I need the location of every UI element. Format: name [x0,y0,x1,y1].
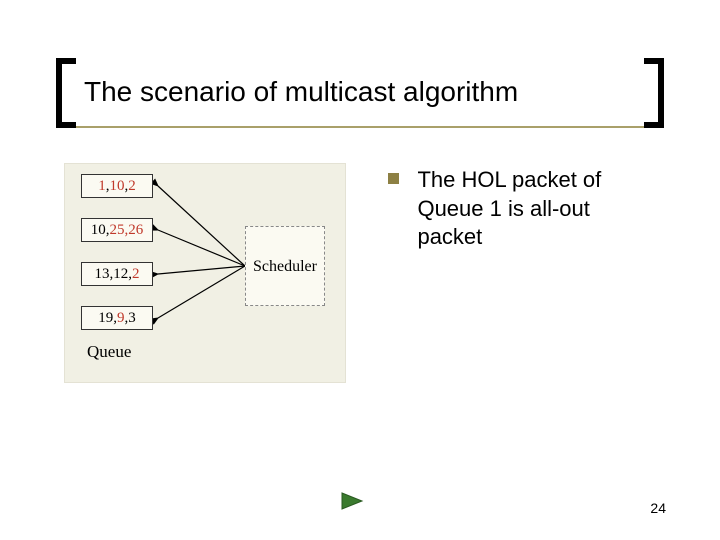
title-bar: The scenario of multicast algorithm [56,58,664,128]
title-underline [76,126,644,128]
bullet-text: The HOL packet of Queue 1 is all-out pac… [417,166,647,252]
scheduler-box: Scheduler [245,226,325,306]
slide-title: The scenario of multicast algorithm [84,76,518,108]
queue-row-1: 1,10,2 [81,174,153,198]
page-number: 24 [650,500,666,516]
queue-scheduler-diagram: Scheduler Queue 1,10,2 10,25,26 13,12,2 19,… [64,163,346,383]
bullet-square-icon [388,173,399,184]
queue-label: Queue [87,342,131,362]
queue-row-2: 10,25,26 [81,218,153,242]
queue-row-4: 19,9,3 [81,306,153,330]
bracket-left [56,58,76,128]
bracket-right [644,58,664,128]
next-slide-button[interactable] [338,491,366,516]
bullet-item: The HOL packet of Queue 1 is all-out pac… [388,166,660,252]
queue-row-3: 13,12,2 [81,262,153,286]
